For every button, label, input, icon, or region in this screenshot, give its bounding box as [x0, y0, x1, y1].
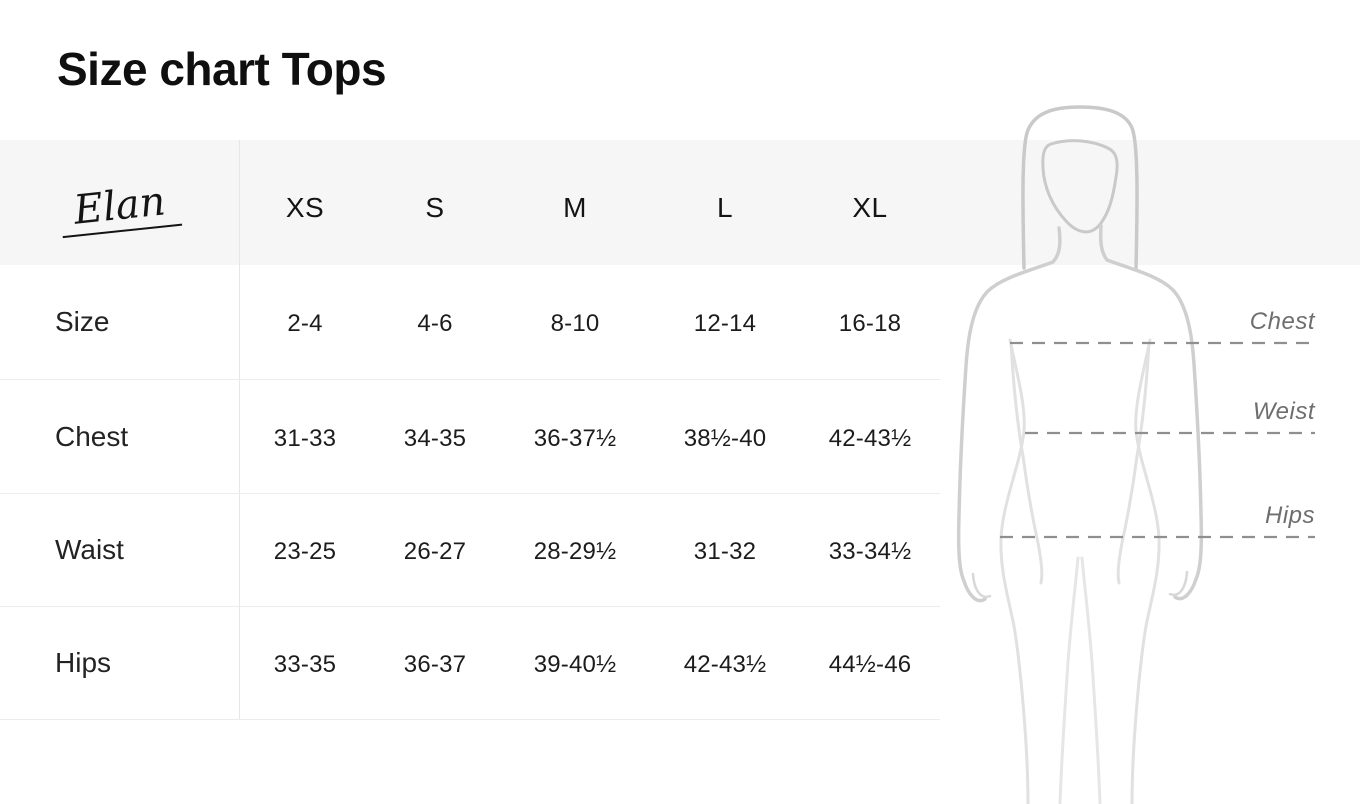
brand-logo: Elan	[0, 140, 240, 265]
row-label-waist: Waist	[0, 494, 240, 606]
silhouette-left-hand	[971, 572, 992, 599]
silhouette-right-inner-leg	[1080, 556, 1102, 804]
cell-size-s: 4-6	[417, 310, 453, 337]
row-label-hips: Hips	[0, 607, 240, 719]
cell-hips-l: 42-43½	[683, 651, 767, 678]
silhouette-right-hand	[1168, 570, 1189, 597]
brand-logo-text: Elan	[57, 177, 182, 238]
cell-size-l: 12-14	[693, 310, 757, 337]
row-label-size: Size	[0, 265, 240, 379]
cell-waist-m: 28-29½	[533, 538, 617, 565]
cell-hips-xl: 44½-46	[828, 651, 912, 678]
size-table: Elan XS S M L XL Size 2-4 4-6 8-10 12-14…	[0, 140, 940, 720]
cell-waist-l: 31-32	[693, 538, 757, 565]
cell-waist-xl: 33-34½	[828, 538, 912, 565]
cell-size-xl: 16-18	[838, 310, 902, 337]
cell-chest-xs: 31-33	[273, 424, 337, 452]
table-header-row: Elan XS S M L XL	[0, 140, 940, 265]
row-label-chest: Chest	[0, 380, 240, 493]
page-title: Size chart Tops	[57, 43, 387, 95]
chest-measure-label: Chest	[1250, 308, 1316, 335]
cell-chest-m: 36-37½	[533, 424, 617, 452]
body-silhouette: Chest Weist Hips	[956, 105, 1316, 804]
table-row: Hips 33-35 36-37 39-40½ 42-43½ 44½-46	[0, 607, 940, 720]
table-row: Size 2-4 4-6 8-10 12-14 16-18	[0, 265, 940, 380]
cell-size-m: 8-10	[550, 310, 600, 337]
column-header-s: S	[425, 191, 445, 223]
column-header-l: L	[716, 191, 734, 223]
cell-waist-xs: 23-25	[273, 538, 337, 565]
measurement-diagram: Chest Weist Hips	[940, 100, 1360, 804]
cell-chest-s: 34-35	[403, 424, 467, 452]
silhouette-right-torso	[1130, 338, 1161, 804]
hips-measure-label: Hips	[1265, 502, 1315, 529]
header-band	[0, 140, 1360, 265]
silhouette-hair	[1021, 105, 1139, 270]
column-header-xs: XS	[285, 191, 325, 223]
silhouette-left-arm	[956, 226, 1062, 603]
column-header-xl: XL	[852, 191, 888, 223]
cell-hips-xs: 33-35	[273, 651, 337, 678]
silhouette-face	[1041, 139, 1119, 234]
column-header-m: M	[563, 191, 587, 223]
table-row: Waist 23-25 26-27 28-29½ 31-32 33-34½	[0, 494, 940, 607]
table-row: Chest 31-33 34-35 36-37½ 38½-40 42-43½	[0, 380, 940, 494]
cell-chest-l: 38½-40	[683, 424, 767, 452]
silhouette-right-inner-arm	[1116, 341, 1151, 585]
cell-chest-xl: 42-43½	[828, 424, 912, 452]
cell-waist-s: 26-27	[403, 538, 467, 565]
silhouette-left-inner-arm	[1009, 341, 1044, 585]
cell-hips-s: 36-37	[403, 651, 467, 678]
cell-hips-m: 39-40½	[533, 651, 617, 678]
silhouette-right-arm	[1098, 224, 1204, 601]
silhouette-left-torso	[999, 338, 1030, 804]
waist-measure-label: Weist	[1253, 398, 1316, 425]
cell-size-xs: 2-4	[287, 310, 323, 337]
silhouette-left-inner-leg	[1058, 556, 1080, 804]
